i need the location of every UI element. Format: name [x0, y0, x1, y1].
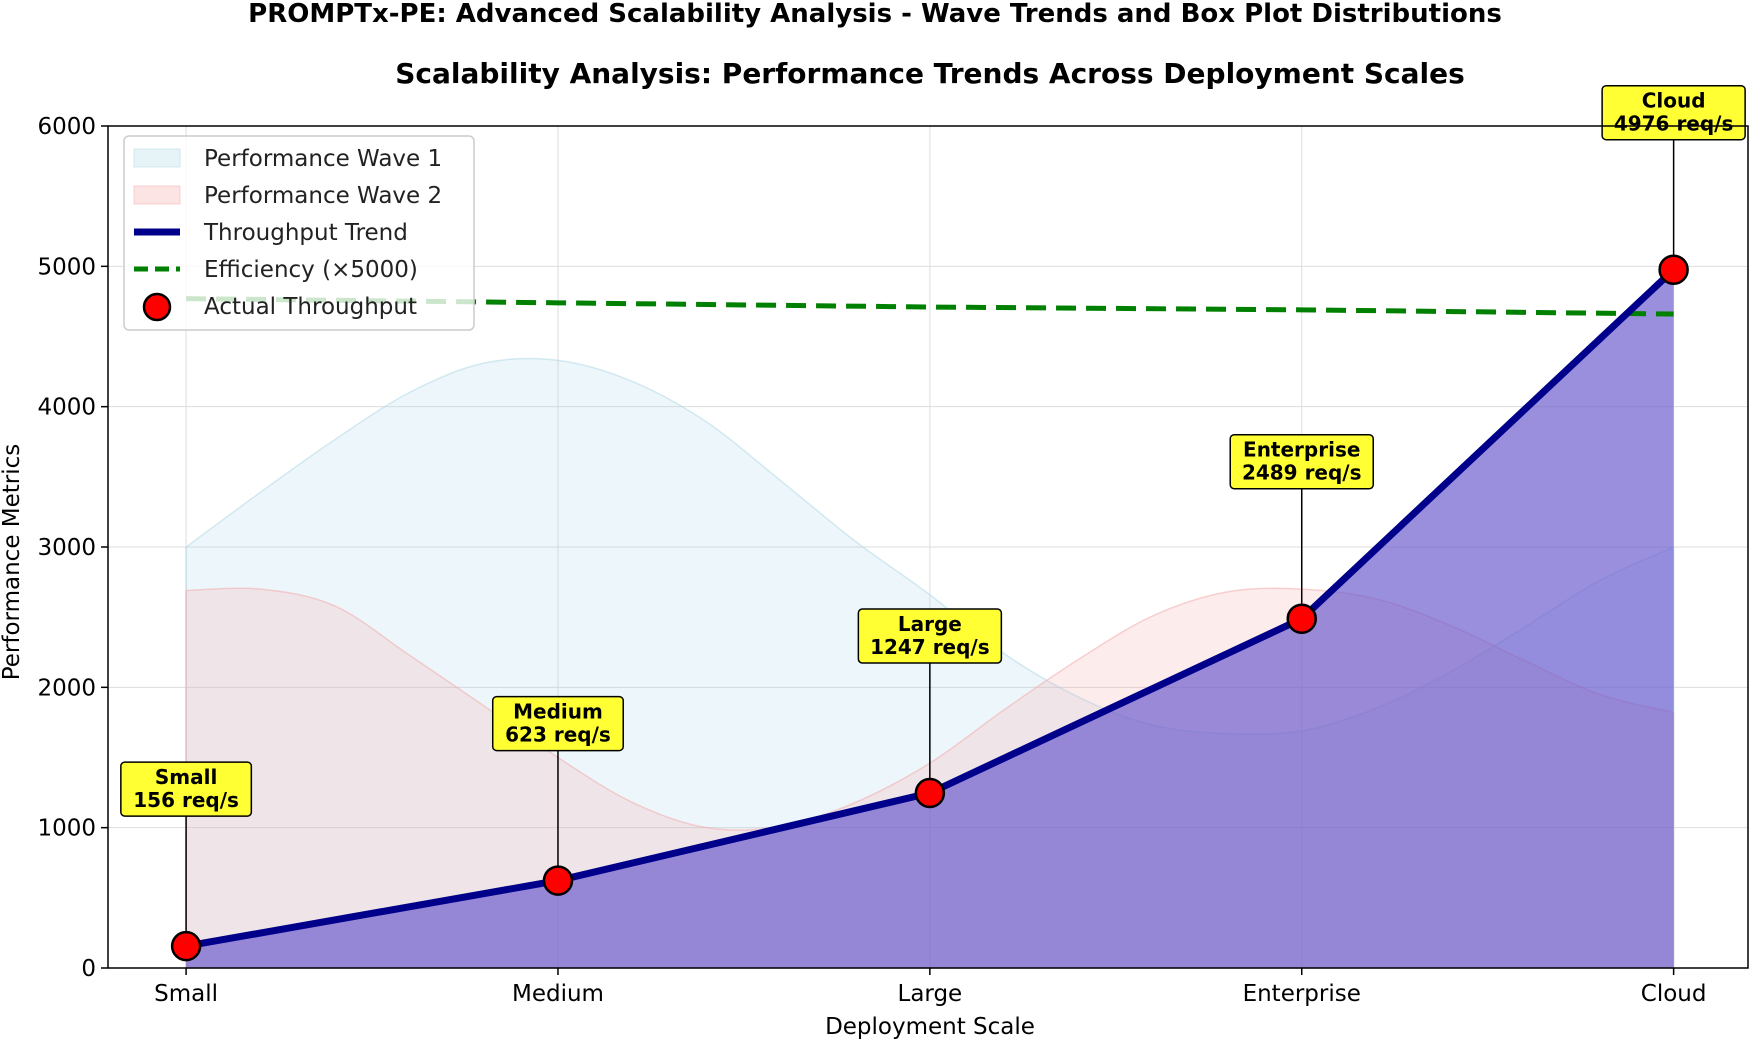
- data-point: [914, 777, 946, 809]
- y-tick-label: 1000: [37, 816, 96, 842]
- throughput-fill: [186, 269, 1674, 969]
- y-tick-label: 4000: [37, 395, 96, 421]
- annotation-label: Cloud: [1642, 89, 1706, 113]
- y-tick-label: 0: [81, 956, 96, 982]
- annotation-value: 1247 req/s: [870, 635, 990, 659]
- annotation-label: Small: [155, 765, 217, 789]
- legend: Performance Wave 1 Performance Wave 2 Thro…: [123, 135, 475, 331]
- annotation-box: [1229, 433, 1374, 490]
- annotation-value: 4976 req/s: [1614, 112, 1734, 136]
- y-tick-label: 6000: [37, 114, 96, 140]
- legend-swatch: [133, 148, 181, 168]
- annotation-label: Large: [898, 612, 962, 636]
- legend-box: [123, 135, 475, 331]
- y-ticks: 0 1000 2000 3000 4000 5000 6000: [37, 114, 108, 982]
- legend-label: Actual Throughput: [204, 294, 417, 320]
- throughput-markers: [170, 254, 1689, 962]
- data-point: [1658, 254, 1689, 285]
- x-tick-label: Large: [898, 981, 963, 1007]
- y-tick-label: 5000: [37, 254, 96, 280]
- x-tick-label: Cloud: [1641, 981, 1707, 1007]
- annotation-box: [120, 761, 253, 817]
- data-point: [542, 865, 574, 896]
- legend-label: Performance Wave 1: [204, 146, 442, 172]
- data-point: [1286, 603, 1317, 634]
- x-tick-label: Enterprise: [1243, 981, 1361, 1007]
- y-axis-label: Performance Metrics: [0, 444, 25, 681]
- legend-swatch: [142, 292, 172, 322]
- x-axis-label: Deployment Scale: [825, 1014, 1035, 1040]
- annotation-value: 156 req/s: [133, 788, 239, 812]
- x-tick-label: Medium: [512, 981, 604, 1007]
- data-point: [170, 930, 202, 962]
- x-tick-label: Small: [154, 981, 218, 1007]
- legend-label: Throughput Trend: [203, 220, 408, 246]
- chart-title: Scalability Analysis: Performance Trends…: [395, 57, 1465, 90]
- annotation-box: [491, 695, 624, 752]
- y-tick-label: 2000: [37, 675, 96, 701]
- annotation-box: [857, 608, 1003, 664]
- annotation-value: 623 req/s: [505, 723, 611, 747]
- legend-label: Performance Wave 2: [204, 183, 442, 209]
- figure-suptitle: PROMPTx-PE: Advanced Scalability Analysi…: [248, 0, 1502, 29]
- annotation-label: Medium: [513, 700, 603, 724]
- legend-label: Efficiency (×5000): [204, 257, 418, 283]
- annotation-label: Enterprise: [1243, 438, 1360, 462]
- annotation-value: 2489 req/s: [1242, 461, 1362, 485]
- legend-swatch: [133, 185, 181, 205]
- x-ticks: Small Medium Large Enterprise Cloud: [154, 968, 1706, 1007]
- y-tick-label: 3000: [37, 535, 96, 561]
